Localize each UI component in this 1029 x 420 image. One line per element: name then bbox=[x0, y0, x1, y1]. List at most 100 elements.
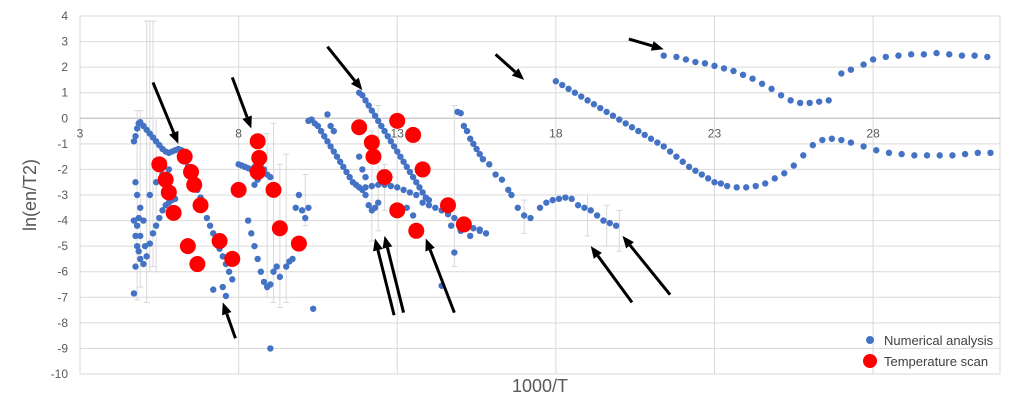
numerical-analysis-point bbox=[146, 240, 153, 247]
numerical-analysis-point bbox=[419, 199, 426, 206]
annotation-arrow-head bbox=[425, 238, 435, 252]
numerical-analysis-point bbox=[752, 182, 759, 190]
grid-lines bbox=[79, 15, 1001, 375]
numerical-analysis-point bbox=[838, 70, 845, 77]
x-tick-label: 18 bbox=[549, 126, 563, 140]
y-tick-label: -1 bbox=[57, 137, 68, 151]
numerical-analysis-point bbox=[159, 207, 166, 214]
numerical-analysis-point bbox=[806, 99, 813, 107]
numerical-analysis-point bbox=[267, 173, 274, 181]
temperature-scan-point bbox=[408, 222, 425, 239]
numerical-analysis-point bbox=[292, 204, 299, 211]
annotation-arrow-shaft bbox=[494, 53, 517, 74]
numerical-analysis-point bbox=[781, 170, 788, 177]
numerical-analysis-point bbox=[622, 120, 629, 127]
temperature-scan-point bbox=[189, 256, 206, 273]
temperature-scan-point bbox=[160, 184, 177, 201]
annotation-arrow-head bbox=[169, 130, 179, 144]
numerical-analysis-point bbox=[130, 217, 138, 224]
numerical-analysis-point bbox=[135, 248, 142, 255]
numerical-analysis-point bbox=[470, 140, 477, 148]
numerical-analysis-point bbox=[276, 273, 284, 281]
numerical-analysis-point bbox=[267, 345, 274, 352]
numerical-analysis-point bbox=[666, 148, 674, 155]
x-tick-labels: 3 8 13 18 23 28 bbox=[77, 126, 880, 140]
temperature-scan-point bbox=[230, 181, 247, 198]
numerical-analysis-point bbox=[362, 184, 369, 191]
numerical-analysis-point bbox=[244, 217, 252, 224]
temperature-scan-point bbox=[365, 148, 382, 165]
numerical-analysis-point bbox=[137, 255, 144, 263]
temperature-scan-point bbox=[211, 233, 228, 250]
annotation-arrow-shaft bbox=[628, 244, 672, 296]
numerical-analysis-point bbox=[289, 255, 296, 263]
temperature-scan-point bbox=[271, 220, 288, 237]
temperature-scan-point bbox=[179, 238, 196, 255]
numerical-analysis-point bbox=[470, 225, 477, 232]
numerical-analysis-point bbox=[317, 127, 325, 135]
annotation-arrow-shaft bbox=[596, 254, 634, 304]
temperature-scan-point bbox=[389, 112, 406, 129]
numerical-analysis-point bbox=[720, 65, 728, 72]
numerical-analysis-point bbox=[987, 149, 994, 157]
annotation-arrow-shaft bbox=[385, 247, 406, 313]
numerical-analysis-point bbox=[660, 52, 667, 59]
numerical-analysis-point bbox=[371, 112, 379, 119]
annotation-arrow-shaft bbox=[428, 249, 456, 314]
y-axis-title: ln(en/T2) bbox=[20, 159, 40, 231]
numerical-analysis-point bbox=[355, 153, 363, 160]
numerical-analysis-point bbox=[743, 184, 750, 191]
annotation-arrow-shaft bbox=[151, 81, 176, 134]
y-tick-label: -10 bbox=[51, 367, 69, 381]
y-tick-label: 4 bbox=[61, 9, 68, 23]
annotation-arrow-head bbox=[622, 235, 634, 249]
numerical-analysis-point bbox=[394, 184, 401, 191]
numerical-analysis-point bbox=[447, 222, 455, 229]
numerical-analysis-point bbox=[203, 214, 211, 222]
numerical-analysis-point bbox=[685, 163, 693, 171]
numerical-analysis-point bbox=[647, 135, 655, 142]
numerical-analysis-point bbox=[536, 204, 544, 211]
annotation-arrow-shaft bbox=[376, 249, 396, 316]
numerical-analysis-point bbox=[571, 89, 579, 96]
numerical-analysis-point bbox=[476, 226, 483, 233]
numerical-analysis-point bbox=[451, 214, 458, 222]
numerical-analysis-point bbox=[723, 182, 731, 190]
numerical-analysis-point bbox=[260, 278, 268, 286]
numerical-analysis-point bbox=[520, 212, 528, 219]
numerical-analysis-point bbox=[273, 263, 280, 270]
numerical-analysis-point bbox=[267, 281, 274, 288]
numerical-analysis-point bbox=[327, 122, 334, 130]
numerical-analysis-point bbox=[679, 158, 686, 165]
numerical-analysis-point bbox=[467, 135, 474, 142]
numerical-analysis-point bbox=[552, 78, 560, 85]
numerical-analysis-point bbox=[949, 152, 956, 159]
numerical-analysis-point bbox=[946, 51, 953, 58]
y-tick-label: -5 bbox=[57, 239, 68, 253]
numerical-analysis-point bbox=[419, 189, 426, 196]
numerical-analysis-point bbox=[132, 263, 139, 270]
numerical-analysis-point bbox=[549, 196, 556, 204]
numerical-analysis-point bbox=[492, 171, 499, 178]
numerical-analysis-point bbox=[828, 135, 836, 142]
numerical-analysis-point bbox=[749, 75, 756, 82]
numerical-analysis-point bbox=[733, 184, 740, 191]
numerical-analysis-point bbox=[400, 158, 407, 165]
numerical-analysis-point bbox=[616, 116, 623, 123]
y-tick-label: -9 bbox=[57, 341, 68, 355]
numerical-analysis-point bbox=[961, 150, 969, 158]
y-tick-label: 2 bbox=[61, 60, 68, 74]
x-tick-label: 3 bbox=[77, 126, 84, 140]
temperature-scan-point bbox=[265, 181, 282, 198]
numerical-analysis-point bbox=[704, 175, 712, 182]
numerical-analysis-point bbox=[387, 138, 395, 145]
temperature-scan-point bbox=[389, 202, 406, 219]
temperature-scan-point bbox=[455, 216, 472, 233]
legend-label-numerical-analysis: Numerical analysis bbox=[884, 333, 994, 348]
numerical-analysis-point bbox=[137, 232, 144, 240]
numerical-analysis-point bbox=[768, 85, 775, 93]
numerical-analysis-point bbox=[210, 286, 217, 293]
annotation-arrow-head bbox=[511, 68, 525, 80]
numerical-analysis-point bbox=[413, 191, 420, 199]
legend-marker-numerical-analysis bbox=[866, 336, 874, 344]
